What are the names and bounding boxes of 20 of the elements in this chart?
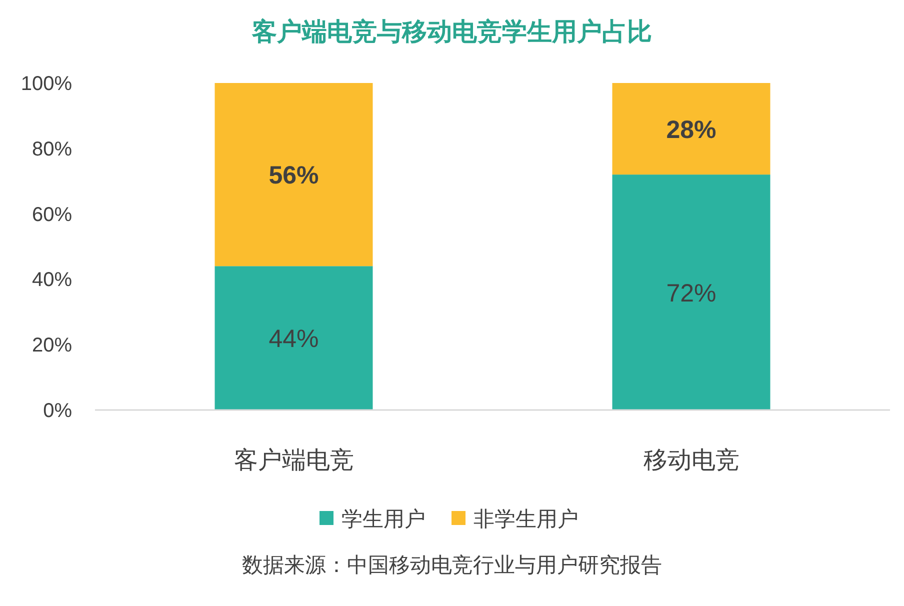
source-note: 数据来源：中国移动电竞行业与用户研究报告 (242, 554, 662, 577)
data-label: 44% (268, 325, 319, 354)
data-label: 28% (666, 116, 716, 144)
y-tick-label: 0% (43, 400, 72, 422)
chart-title: 客户端电竞与移动电竞学生用户占比 (251, 18, 652, 46)
bar (214, 83, 373, 266)
legend-label: 非学生用户 (474, 508, 578, 531)
bar (214, 266, 373, 410)
y-tick-label: 100% (20, 73, 72, 95)
y-tick-label: 80% (32, 138, 72, 160)
bar (612, 83, 770, 175)
data-label: 72% (666, 279, 716, 308)
data-label: 56% (268, 162, 319, 190)
y-tick-label: 40% (32, 269, 72, 292)
y-tick-label: 60% (32, 204, 72, 226)
x-tick-label: 移动电竞 (643, 447, 740, 474)
y-tick-label: 20% (32, 334, 72, 357)
x-tick-label: 客户端电竞 (234, 447, 354, 474)
bar (612, 174, 770, 410)
legend-label: 学生用户 (342, 508, 426, 531)
